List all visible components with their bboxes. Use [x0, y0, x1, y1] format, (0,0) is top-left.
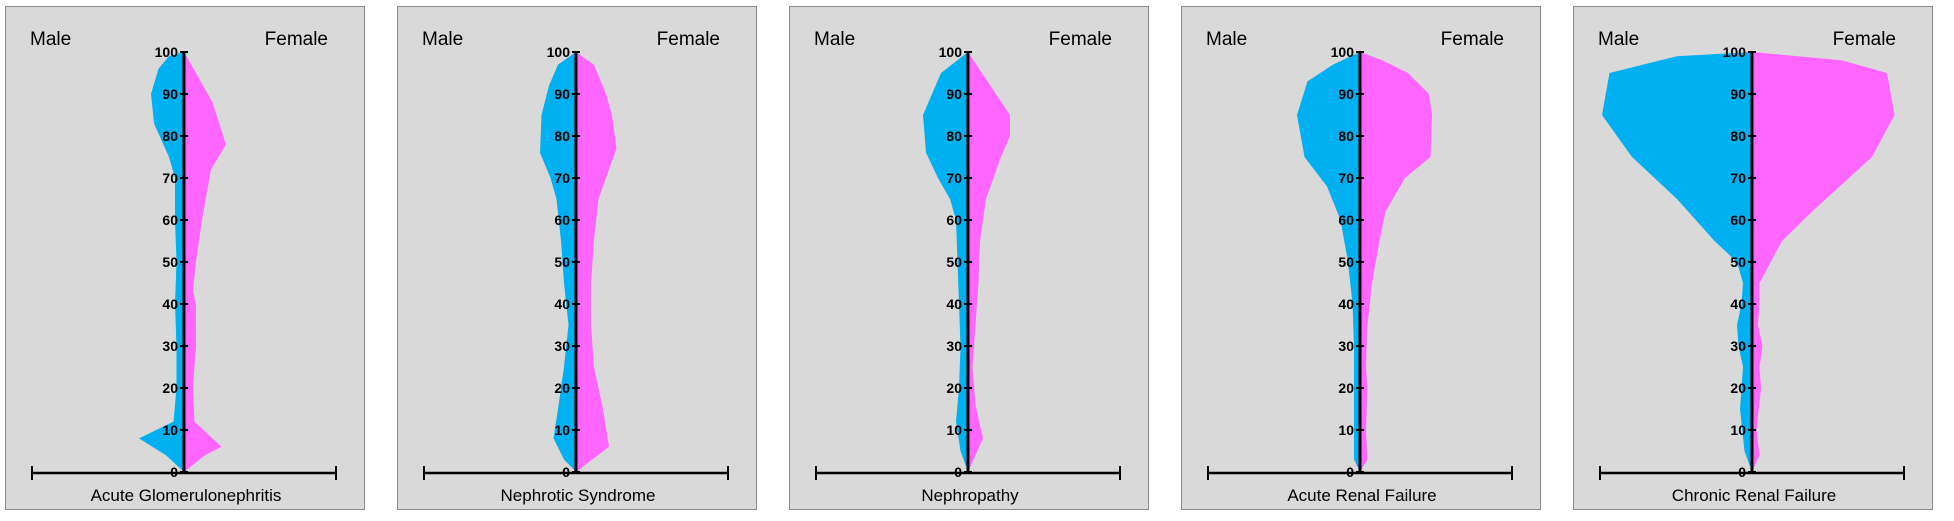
y-tick-label: 60 [946, 212, 962, 228]
y-tick-label: 90 [1338, 86, 1354, 102]
y-tick-label: 40 [554, 296, 570, 312]
y-tick-label: 100 [547, 44, 571, 60]
y-tick-label: 50 [554, 254, 570, 270]
y-tick-label: 10 [1730, 422, 1746, 438]
male-label: Male [1598, 29, 1640, 50]
y-tick-label: 70 [554, 170, 570, 186]
series-male-area [540, 52, 576, 472]
series-male-area [923, 52, 968, 472]
y-tick-label: 60 [162, 212, 178, 228]
chart-title: Chronic Renal Failure [1671, 486, 1837, 505]
female-label: Female [264, 29, 328, 50]
y-tick-label: 0 [562, 464, 570, 480]
y-tick-label: 10 [554, 422, 570, 438]
y-tick-label: 20 [946, 380, 962, 396]
y-tick-label: 30 [162, 338, 178, 354]
y-tick-label: 90 [554, 86, 570, 102]
male-label: Male [814, 29, 856, 50]
series-female-area [184, 52, 226, 472]
y-tick-label: 50 [1338, 254, 1354, 270]
series-male-area [139, 52, 184, 472]
y-tick-label: 100 [155, 44, 179, 60]
y-tick-label: 80 [1338, 128, 1354, 144]
female-label: Female [656, 29, 720, 50]
y-tick-label: 20 [162, 380, 178, 396]
male-label: Male [1206, 29, 1248, 50]
y-tick-label: 60 [1730, 212, 1746, 228]
y-tick-label: 60 [554, 212, 570, 228]
panel-nephrotic-syndrome: 0 10 20 30 40 50 60 70 80 90 100 Male Female Nephr… [397, 6, 757, 510]
y-tick-label: 40 [946, 296, 962, 312]
y-tick-label: 80 [1730, 128, 1746, 144]
y-tick-label: 50 [162, 254, 178, 270]
chart-title: Acute Renal Failure [1287, 486, 1437, 505]
pyramid-chart-5: 0 10 20 30 40 50 60 70 80 90 100 [1599, 44, 1905, 480]
y-tick-label: 30 [554, 338, 570, 354]
y-tick-label: 10 [946, 422, 962, 438]
y-tick-label: 80 [162, 128, 178, 144]
y-tick-label: 20 [554, 380, 570, 396]
pyramid-chart-2: 0 10 20 30 40 50 60 70 80 90 100 [423, 44, 729, 480]
y-tick-label: 90 [1730, 86, 1746, 102]
y-tick-label: 70 [162, 170, 178, 186]
male-label: Male [30, 29, 72, 50]
series-male-area [1297, 52, 1360, 472]
y-tick-label: 40 [1730, 296, 1746, 312]
y-tick-label: 70 [946, 170, 962, 186]
y-tick-label: 10 [1338, 422, 1354, 438]
y-tick-label: 50 [1730, 254, 1746, 270]
y-tick-label: 40 [1338, 296, 1354, 312]
y-tick-label: 30 [1730, 338, 1746, 354]
y-tick-label: 30 [946, 338, 962, 354]
panel-chronic-renal-failure: 0 10 20 30 40 50 60 70 80 90 100 Male Female Chron… [1573, 6, 1933, 510]
series-female-area [576, 52, 617, 472]
y-tick-label: 40 [162, 296, 178, 312]
pyramid-chart-3: 0 10 20 30 40 50 60 70 80 90 100 [815, 44, 1121, 480]
female-label: Female [1832, 29, 1896, 50]
y-tick-label: 50 [946, 254, 962, 270]
y-tick-label: 80 [946, 128, 962, 144]
y-tick-label: 70 [1730, 170, 1746, 186]
y-tick-label: 0 [170, 464, 178, 480]
chart-title: Nephropathy [921, 486, 1019, 505]
female-label: Female [1048, 29, 1112, 50]
series-male-area [1602, 52, 1752, 472]
y-tick-label: 90 [946, 86, 962, 102]
chart-title: Nephrotic Syndrome [500, 486, 656, 505]
male-label: Male [422, 29, 464, 50]
pyramid-chart-4: 0 10 20 30 40 50 60 70 80 90 100 [1207, 44, 1513, 480]
y-tick-label: 20 [1730, 380, 1746, 396]
chart-title: Acute Glomerulonephritis [90, 486, 282, 505]
panel-nephropathy: 0 10 20 30 40 50 60 70 80 90 100 Male Female Nephr… [789, 6, 1149, 510]
y-tick-label: 90 [162, 86, 178, 102]
y-tick-label: 20 [1338, 380, 1354, 396]
y-tick-label: 100 [1331, 44, 1355, 60]
y-tick-label: 100 [1723, 44, 1747, 60]
y-tick-label: 0 [1738, 464, 1746, 480]
series-female-area [968, 52, 1010, 472]
series-female-area [1752, 52, 1895, 472]
y-tick-label: 60 [1338, 212, 1354, 228]
y-tick-label: 0 [954, 464, 962, 480]
y-tick-label: 30 [1338, 338, 1354, 354]
y-tick-label: 100 [939, 44, 963, 60]
y-tick-label: 10 [162, 422, 178, 438]
pyramid-chart-1: 0 10 20 30 40 50 60 70 80 90 100 [31, 44, 337, 480]
series-female-area [1360, 52, 1432, 472]
panel-acute-renal-failure: 0 10 20 30 40 50 60 70 80 90 100 Male Female Acute… [1181, 6, 1541, 510]
y-tick-label: 0 [1346, 464, 1354, 480]
panel-acute-glomerulonephritis: 0 10 20 30 40 50 60 70 80 90 100 Male Female Acute… [5, 6, 365, 510]
y-tick-label: 80 [554, 128, 570, 144]
y-tick-label: 70 [1338, 170, 1354, 186]
female-label: Female [1440, 29, 1504, 50]
